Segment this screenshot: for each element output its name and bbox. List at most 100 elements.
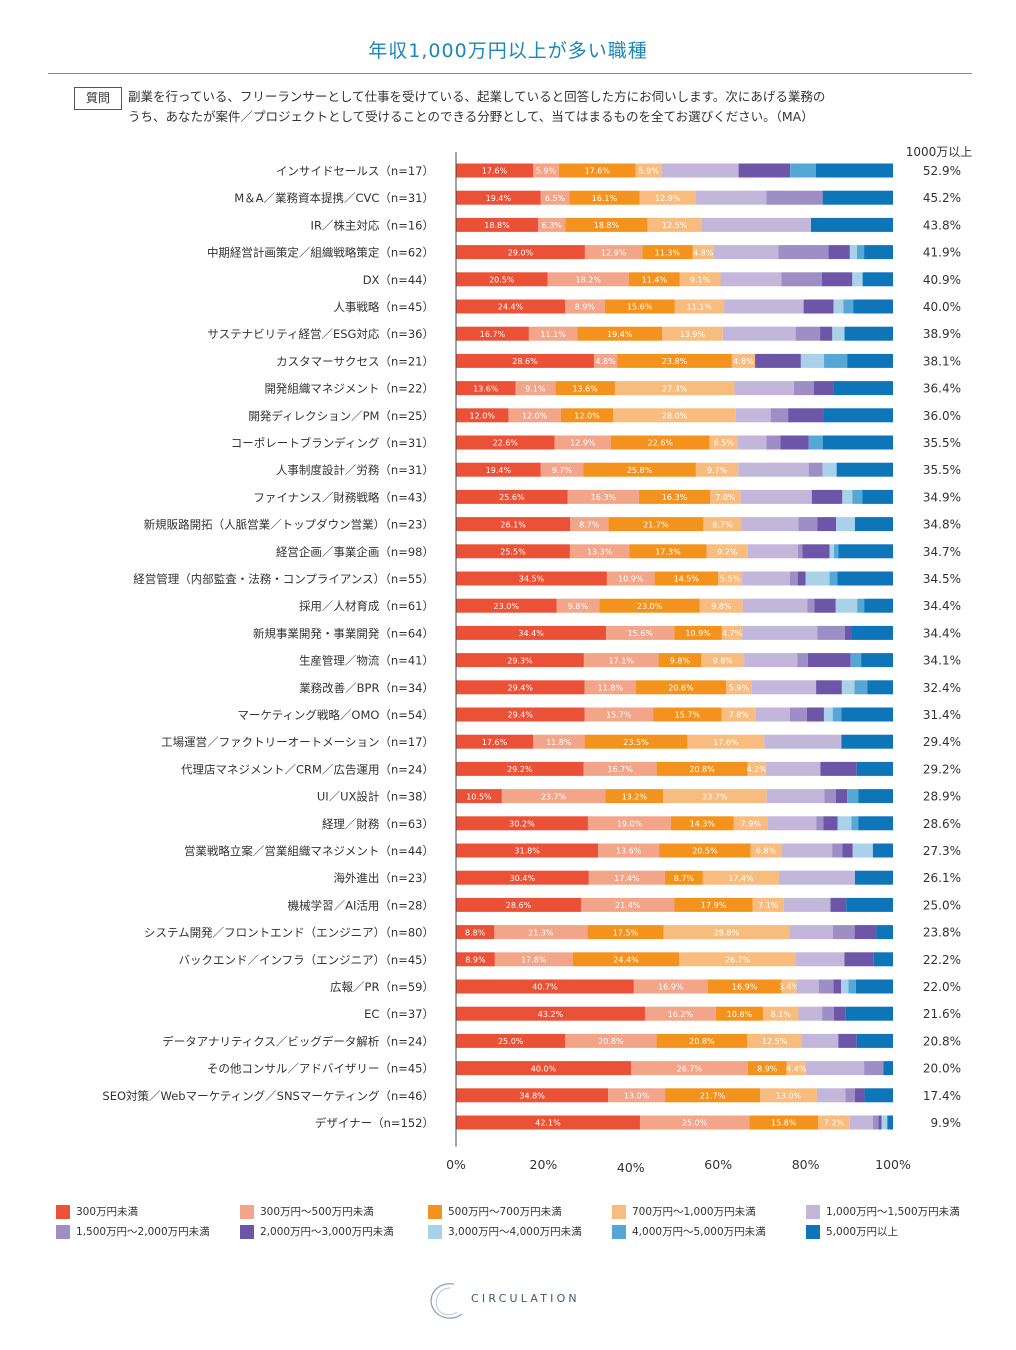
bar-segment: [806, 707, 824, 722]
bar-segment: [456, 1061, 631, 1076]
bar-segment: [844, 326, 893, 341]
segment-value-label: 15.6%: [628, 629, 654, 638]
bar-segment: [713, 245, 779, 260]
bar-segment: [456, 761, 584, 776]
segment-value-label: 13.0%: [776, 1092, 802, 1101]
segment-value-label: 21.7%: [643, 520, 669, 529]
row-label: 開発ディレクション／PM（n=25）: [248, 409, 434, 423]
bar-segment: [848, 979, 856, 994]
bar-segment: [887, 1115, 893, 1130]
over-10m-value: 9.9%: [931, 1116, 962, 1130]
over-10m-value: 26.1%: [923, 871, 961, 885]
bar-segment: [844, 625, 852, 640]
segment-value-label: 13.2%: [622, 792, 648, 801]
bar-segment: [823, 707, 833, 722]
bar-segment: [842, 843, 853, 858]
bar-segment: [841, 707, 893, 722]
over-10m-value: 22.2%: [923, 953, 961, 967]
segment-value-label: 29.3%: [507, 656, 533, 665]
bar-segment: [798, 517, 818, 532]
segment-value-label: 28.6%: [506, 901, 532, 910]
bar-segment: [639, 190, 696, 205]
over-10m-value: 36.0%: [923, 409, 961, 423]
bar-segment: [570, 517, 609, 532]
row-label: 採用／人材育成（n=61）: [299, 599, 434, 613]
bar-segment: [558, 163, 636, 178]
segment-value-label: 8.9%: [465, 956, 486, 965]
bar-segment: [508, 408, 561, 423]
bar-segment: [456, 625, 607, 640]
bar-segment: [715, 1006, 764, 1021]
segment-value-label: 16.3%: [591, 493, 617, 502]
bar-segment: [760, 1088, 817, 1103]
bar-segment: [456, 870, 589, 885]
legend-label: 2,000万円～3,000万円未満: [260, 1226, 394, 1238]
bar-segment: [456, 1115, 640, 1130]
bar-segment: [856, 761, 893, 776]
bar-segment: [633, 979, 708, 994]
segment-value-label: 5.9%: [729, 684, 750, 693]
bar-segment: [832, 326, 845, 341]
bar-segment: [710, 489, 741, 504]
over-10m-value: 34.8%: [923, 518, 961, 532]
segment-value-label: 15.8%: [771, 1119, 797, 1128]
over-10m-value: 34.5%: [923, 572, 961, 586]
bar-segment: [702, 870, 779, 885]
bar-segment: [853, 299, 893, 314]
bar-segment: [653, 707, 722, 722]
bar-segment: [872, 1115, 879, 1130]
row-label: 代理店マネジメント／CRM／広告運用（n=24）: [181, 762, 434, 776]
row-label: 開発組織マネジメント（n=22）: [264, 382, 434, 396]
bar-segment: [781, 843, 833, 858]
row-label: SEO対策／Webマーケティング／SNSマーケティング（n=46）: [102, 1089, 434, 1103]
question-line-2: うち、あなたが案件／プロジェクトとして受けることのできる分野として、当てはまるも…: [128, 109, 814, 124]
bar-segment: [763, 1006, 799, 1021]
segment-value-label: 40.7%: [532, 983, 558, 992]
bar-segment: [738, 435, 767, 450]
over-10m-value: 29.4%: [923, 735, 961, 749]
bar-segment: [456, 272, 548, 287]
bar-segment: [786, 1061, 806, 1076]
bar-segment: [808, 462, 823, 477]
bar-segment: [750, 843, 782, 858]
segment-value-label: 15.7%: [675, 711, 701, 720]
segment-value-label: 10.9%: [685, 629, 711, 638]
segment-value-label: 8.7%: [712, 520, 733, 529]
bar-segment: [572, 952, 680, 967]
bar-segment: [781, 272, 822, 287]
segment-value-label: 6.5%: [714, 439, 735, 448]
x-tick-label: 60%: [704, 1157, 732, 1172]
bar-segment: [674, 299, 725, 314]
bar-segment: [794, 381, 814, 396]
bar-segment: [858, 789, 893, 804]
bar-segment: [854, 1088, 865, 1103]
row-label: 業務改善／BPR（n=34）: [299, 681, 434, 695]
segment-value-label: 16.9%: [658, 983, 684, 992]
bar-segment: [701, 217, 812, 232]
bar-segment: [734, 381, 795, 396]
bar-segment: [720, 272, 782, 287]
bar-segment: [456, 979, 634, 994]
bar-segment: [674, 625, 722, 640]
bar-segment: [797, 653, 808, 668]
bar-segment: [837, 571, 893, 586]
legend-swatch: [240, 1205, 254, 1219]
segment-value-label: 7.2%: [824, 1119, 845, 1128]
bar-segment: [836, 462, 893, 477]
segment-value-label: 34.5%: [519, 575, 545, 584]
segment-value-label: 14.5%: [674, 575, 700, 584]
segment-value-label: 22.6%: [493, 439, 519, 448]
bar-segment: [588, 870, 665, 885]
row-label: 人事制度設計／労務（n=31）: [276, 463, 434, 477]
bar-segment: [797, 571, 806, 586]
segment-value-label: 17.9%: [701, 901, 727, 910]
bar-segment: [610, 435, 710, 450]
segment-value-label: 12.9%: [601, 248, 627, 257]
segment-value-label: 9.8%: [713, 656, 734, 665]
bar-segment: [706, 544, 748, 559]
bar-segment: [811, 217, 893, 232]
legend-label: 700万円～1,000万円未満: [632, 1206, 756, 1218]
bar-segment: [878, 1115, 882, 1130]
bar-segment: [494, 925, 588, 940]
